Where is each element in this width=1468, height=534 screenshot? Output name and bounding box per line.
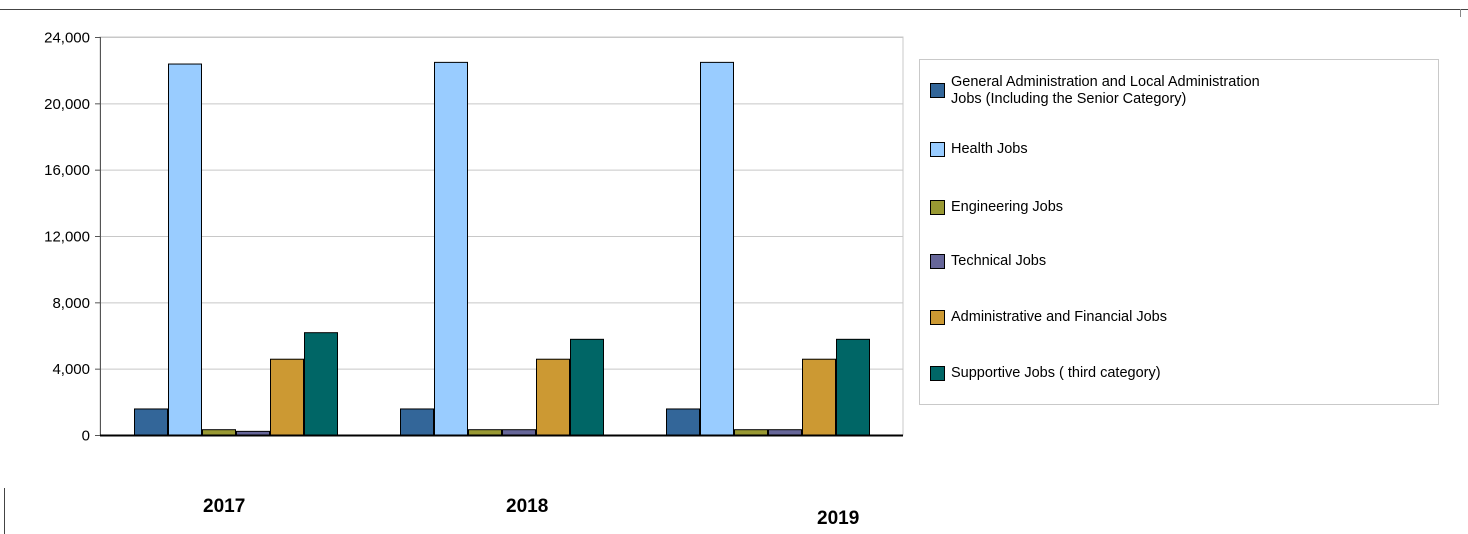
y-tick-label: 12,000 [44, 229, 90, 246]
y-tick-label: 0 [82, 428, 90, 445]
y-tick-label: 20,000 [44, 96, 90, 113]
x-category-label-2017: 2017 [203, 496, 246, 517]
legend-label: General Administration and Local Adminis… [951, 74, 1260, 107]
bar-2019-6 [836, 338, 870, 436]
bar-2018-3 [468, 429, 502, 436]
legend-swatch [930, 310, 945, 325]
bar-2019-5 [802, 358, 836, 436]
legend-swatch [930, 254, 945, 269]
bar-2018-2 [434, 61, 468, 436]
bar-2017-6 [304, 332, 338, 436]
legend-swatch [930, 366, 945, 381]
bar-2017-1 [134, 408, 168, 436]
left-edge-mark [4, 488, 5, 534]
legend-item-engineering: Engineering Jobs [930, 199, 1421, 216]
bar-2018-4 [502, 429, 536, 436]
chart-legend: General Administration and Local Adminis… [919, 59, 1439, 405]
bar-2017-3 [202, 429, 236, 436]
legend-label: Supportive Jobs ( third category) [951, 365, 1161, 381]
bar-2017-5 [270, 358, 304, 436]
legend-swatch [930, 200, 945, 215]
bar-2019-2 [700, 61, 734, 436]
y-tick-label: 24,000 [44, 30, 90, 47]
legend-item-administrative-financial: Administrative and Financial Jobs [930, 309, 1421, 326]
x-category-label-2018: 2018 [506, 496, 549, 517]
y-tick-label: 8,000 [52, 295, 90, 312]
bar-2018-5 [536, 358, 570, 436]
right-edge-mark [1460, 9, 1461, 17]
bar-2017-4 [236, 430, 270, 436]
legend-label: Engineering Jobs [951, 199, 1064, 215]
legend-label: Health Jobs [951, 141, 1028, 157]
legend-item-technical: Technical Jobs [930, 253, 1421, 270]
bar-2019-4 [768, 429, 802, 436]
legend-label: Technical Jobs [951, 253, 1047, 269]
bar-2018-6 [570, 338, 604, 436]
legend-item-health: Health Jobs [930, 141, 1421, 158]
bar-2017-2 [168, 63, 202, 436]
x-category-label-2019: 2019 [817, 508, 860, 529]
legend-swatch [930, 83, 945, 98]
y-tick-label: 16,000 [44, 162, 90, 179]
legend-item-supportive: Supportive Jobs ( third category) [930, 365, 1421, 382]
y-tick-label: 4,000 [52, 361, 90, 378]
legend-swatch [930, 142, 945, 157]
top-divider [0, 9, 1468, 10]
bar-2018-1 [400, 408, 434, 436]
legend-label: Administrative and Financial Jobs [951, 309, 1167, 325]
bar-2019-1 [666, 408, 700, 436]
bar-2019-3 [734, 429, 768, 436]
legend-item-general-administration: General Administration and Local Adminis… [930, 74, 1421, 108]
